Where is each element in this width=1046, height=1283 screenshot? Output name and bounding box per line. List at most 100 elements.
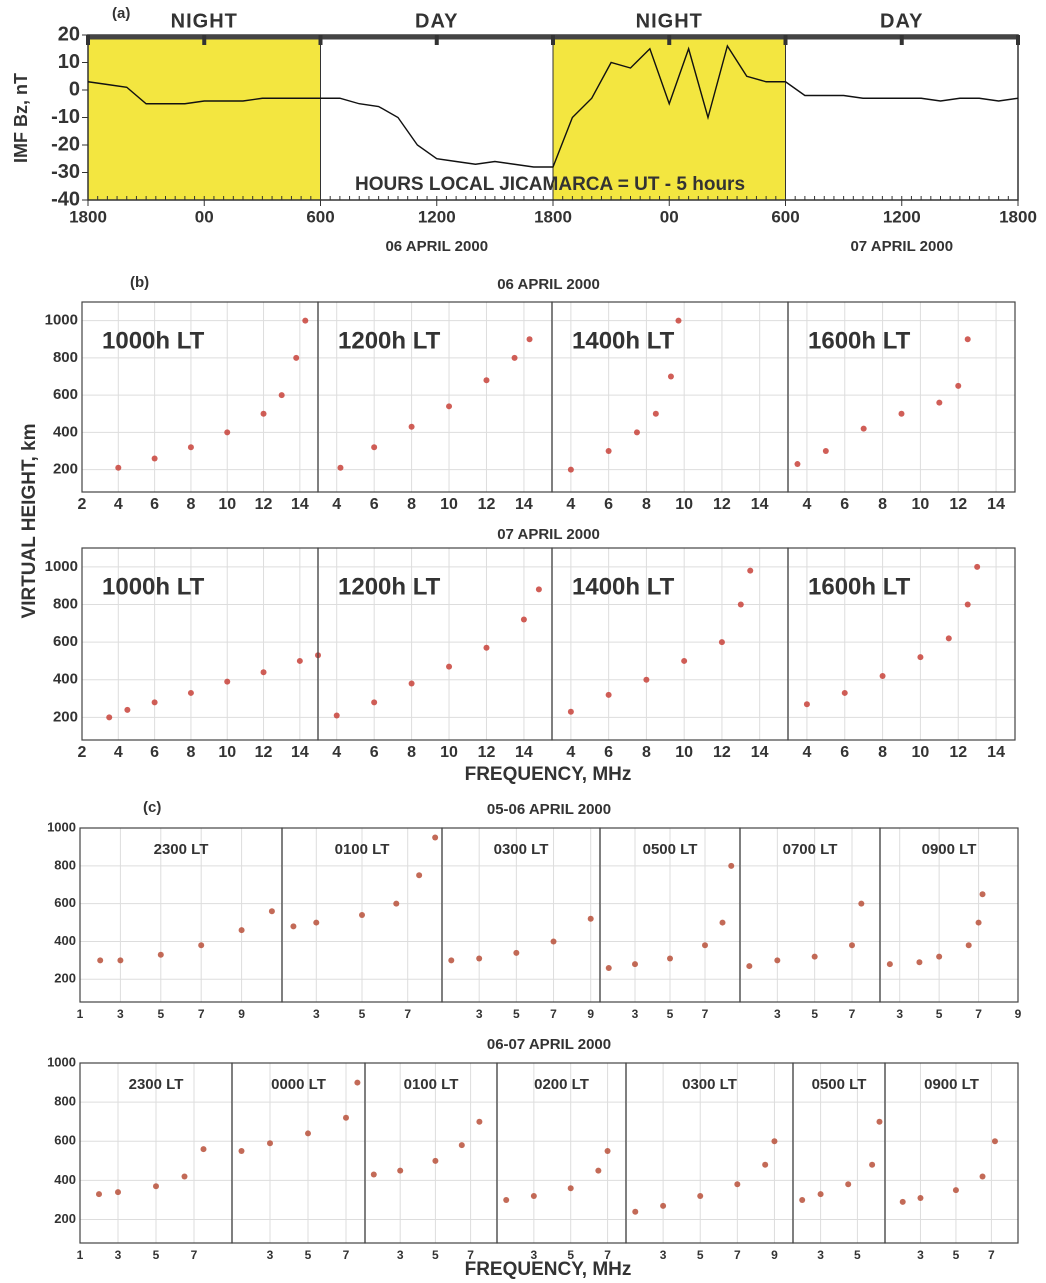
x-tick-label: 7 [191,1248,198,1262]
trace-point [268,908,275,915]
x-tick-label: 12 [255,744,273,761]
trace-point [224,678,231,685]
y-tick-label: 600 [53,386,78,403]
trace-point [746,963,753,970]
ionogram-label: 0100 LT [404,1076,459,1093]
x-tick-label: 4 [802,744,811,761]
trace-point [359,912,365,918]
trace-point [899,1198,906,1205]
x-tick-label: 6 [370,744,379,761]
x-tick-label: 8 [642,496,651,513]
trace-point [917,1195,924,1201]
trace-point [296,657,303,664]
trace-point [151,455,158,462]
ionogram-label: 0300 LT [494,841,549,858]
x-tick-label: 10 [440,496,458,513]
ionogram-label: 1600h LT [808,327,911,354]
x-tick-label: 3 [774,1007,781,1021]
x-tick-label: 9 [238,1007,245,1021]
trace-point [354,1079,361,1086]
x-tick-label: 8 [186,496,195,513]
trace-point [849,942,855,949]
trace-point [483,377,490,384]
y-tick-label: 20 [58,23,80,45]
row-title: 07 APRIL 2000 [497,526,600,543]
trace-point [530,1193,537,1200]
trace-point [260,410,267,417]
y-axis-label: IMF Bz, nT [11,73,31,163]
trace-point [446,403,453,410]
trace-point [979,1173,986,1180]
trace-point [803,701,810,708]
x-axis-label: FREQUENCY, MHz [465,1259,632,1280]
x-tick-label: 6 [840,744,849,761]
x-tick-label: 4 [332,744,341,761]
x-tick-label: 3 [117,1007,124,1021]
y-tick-label: 800 [53,595,78,612]
y-tick-label: 400 [53,423,78,440]
trace-point [587,915,594,922]
x-tick-label: 5 [432,1248,439,1262]
y-axis-label: VIRTUAL HEIGHT, km [19,424,40,619]
x-tick-label: 9 [587,1007,594,1021]
night-shade [552,34,786,201]
x-tick-label: 3 [632,1007,639,1021]
x-tick-label: 5 [811,1007,818,1021]
x-tick-label: 5 [936,1007,943,1021]
trace-point [343,1114,349,1121]
x-tick-label: 7 [988,1248,995,1262]
trace-point [446,663,453,670]
x-tick-label: 3 [115,1248,122,1262]
trace-point [762,1161,769,1168]
ionogram-label: 0500 LT [643,841,698,858]
trace-point [652,410,659,417]
trace-point [660,1202,667,1209]
x-tick-label: 6 [150,744,159,761]
x-tick-label: 14 [515,744,533,761]
trace-point [535,586,542,593]
trace-point [267,1140,273,1147]
trace-point [858,900,865,907]
ionogram-label: 0500 LT [812,1076,867,1093]
trace-point [503,1196,510,1203]
x-tick-label: 10 [912,744,930,761]
x-tick-label: 14 [751,744,769,761]
trace-point [97,957,104,964]
x-tick-label: 5 [854,1248,861,1262]
ionogram-frame [884,1062,1019,1244]
trace-point [774,957,781,964]
x-tick-label: 5 [513,1007,520,1021]
x-axis-label: FREQUENCY, MHz [465,764,632,785]
x-tick-label: 7 [604,1248,611,1262]
x-tick-label: 3 [660,1248,667,1262]
trace-point [278,392,285,399]
x-tick-label: 5 [953,1248,960,1262]
x-tick-label: 12 [478,744,496,761]
x-tick-label: 10 [912,496,930,513]
trace-point [181,1173,188,1180]
y-tick-label: 400 [53,671,78,688]
x-tick-label: 5 [157,1007,164,1021]
ionogram-label: 2300 LT [154,841,209,858]
x-tick-label: 5 [667,1007,674,1021]
trace-point [734,1181,741,1188]
y-tick-label: -10 [51,106,80,128]
x-tick-label: 2 [78,744,87,761]
trace-point [483,644,490,651]
trace-point [964,601,971,608]
x-tick-label: 12 [949,744,967,761]
y-tick-label: 200 [54,1211,76,1226]
y-tick-label: 600 [53,633,78,650]
x-tick-label: 8 [407,744,416,761]
trace-point [408,680,415,687]
y-tick-label: 400 [54,1172,76,1187]
x-tick-label: 3 [476,1007,483,1021]
trace-point [817,1191,824,1198]
x-tick-label: 7 [343,1248,350,1262]
trace-point [476,1118,483,1125]
x-tick-label: 10 [218,496,236,513]
x-tick-label: 7 [702,1007,709,1021]
trace-point [337,464,344,471]
x-tick-label: 1200 [418,207,456,226]
trace-point [397,1167,404,1174]
